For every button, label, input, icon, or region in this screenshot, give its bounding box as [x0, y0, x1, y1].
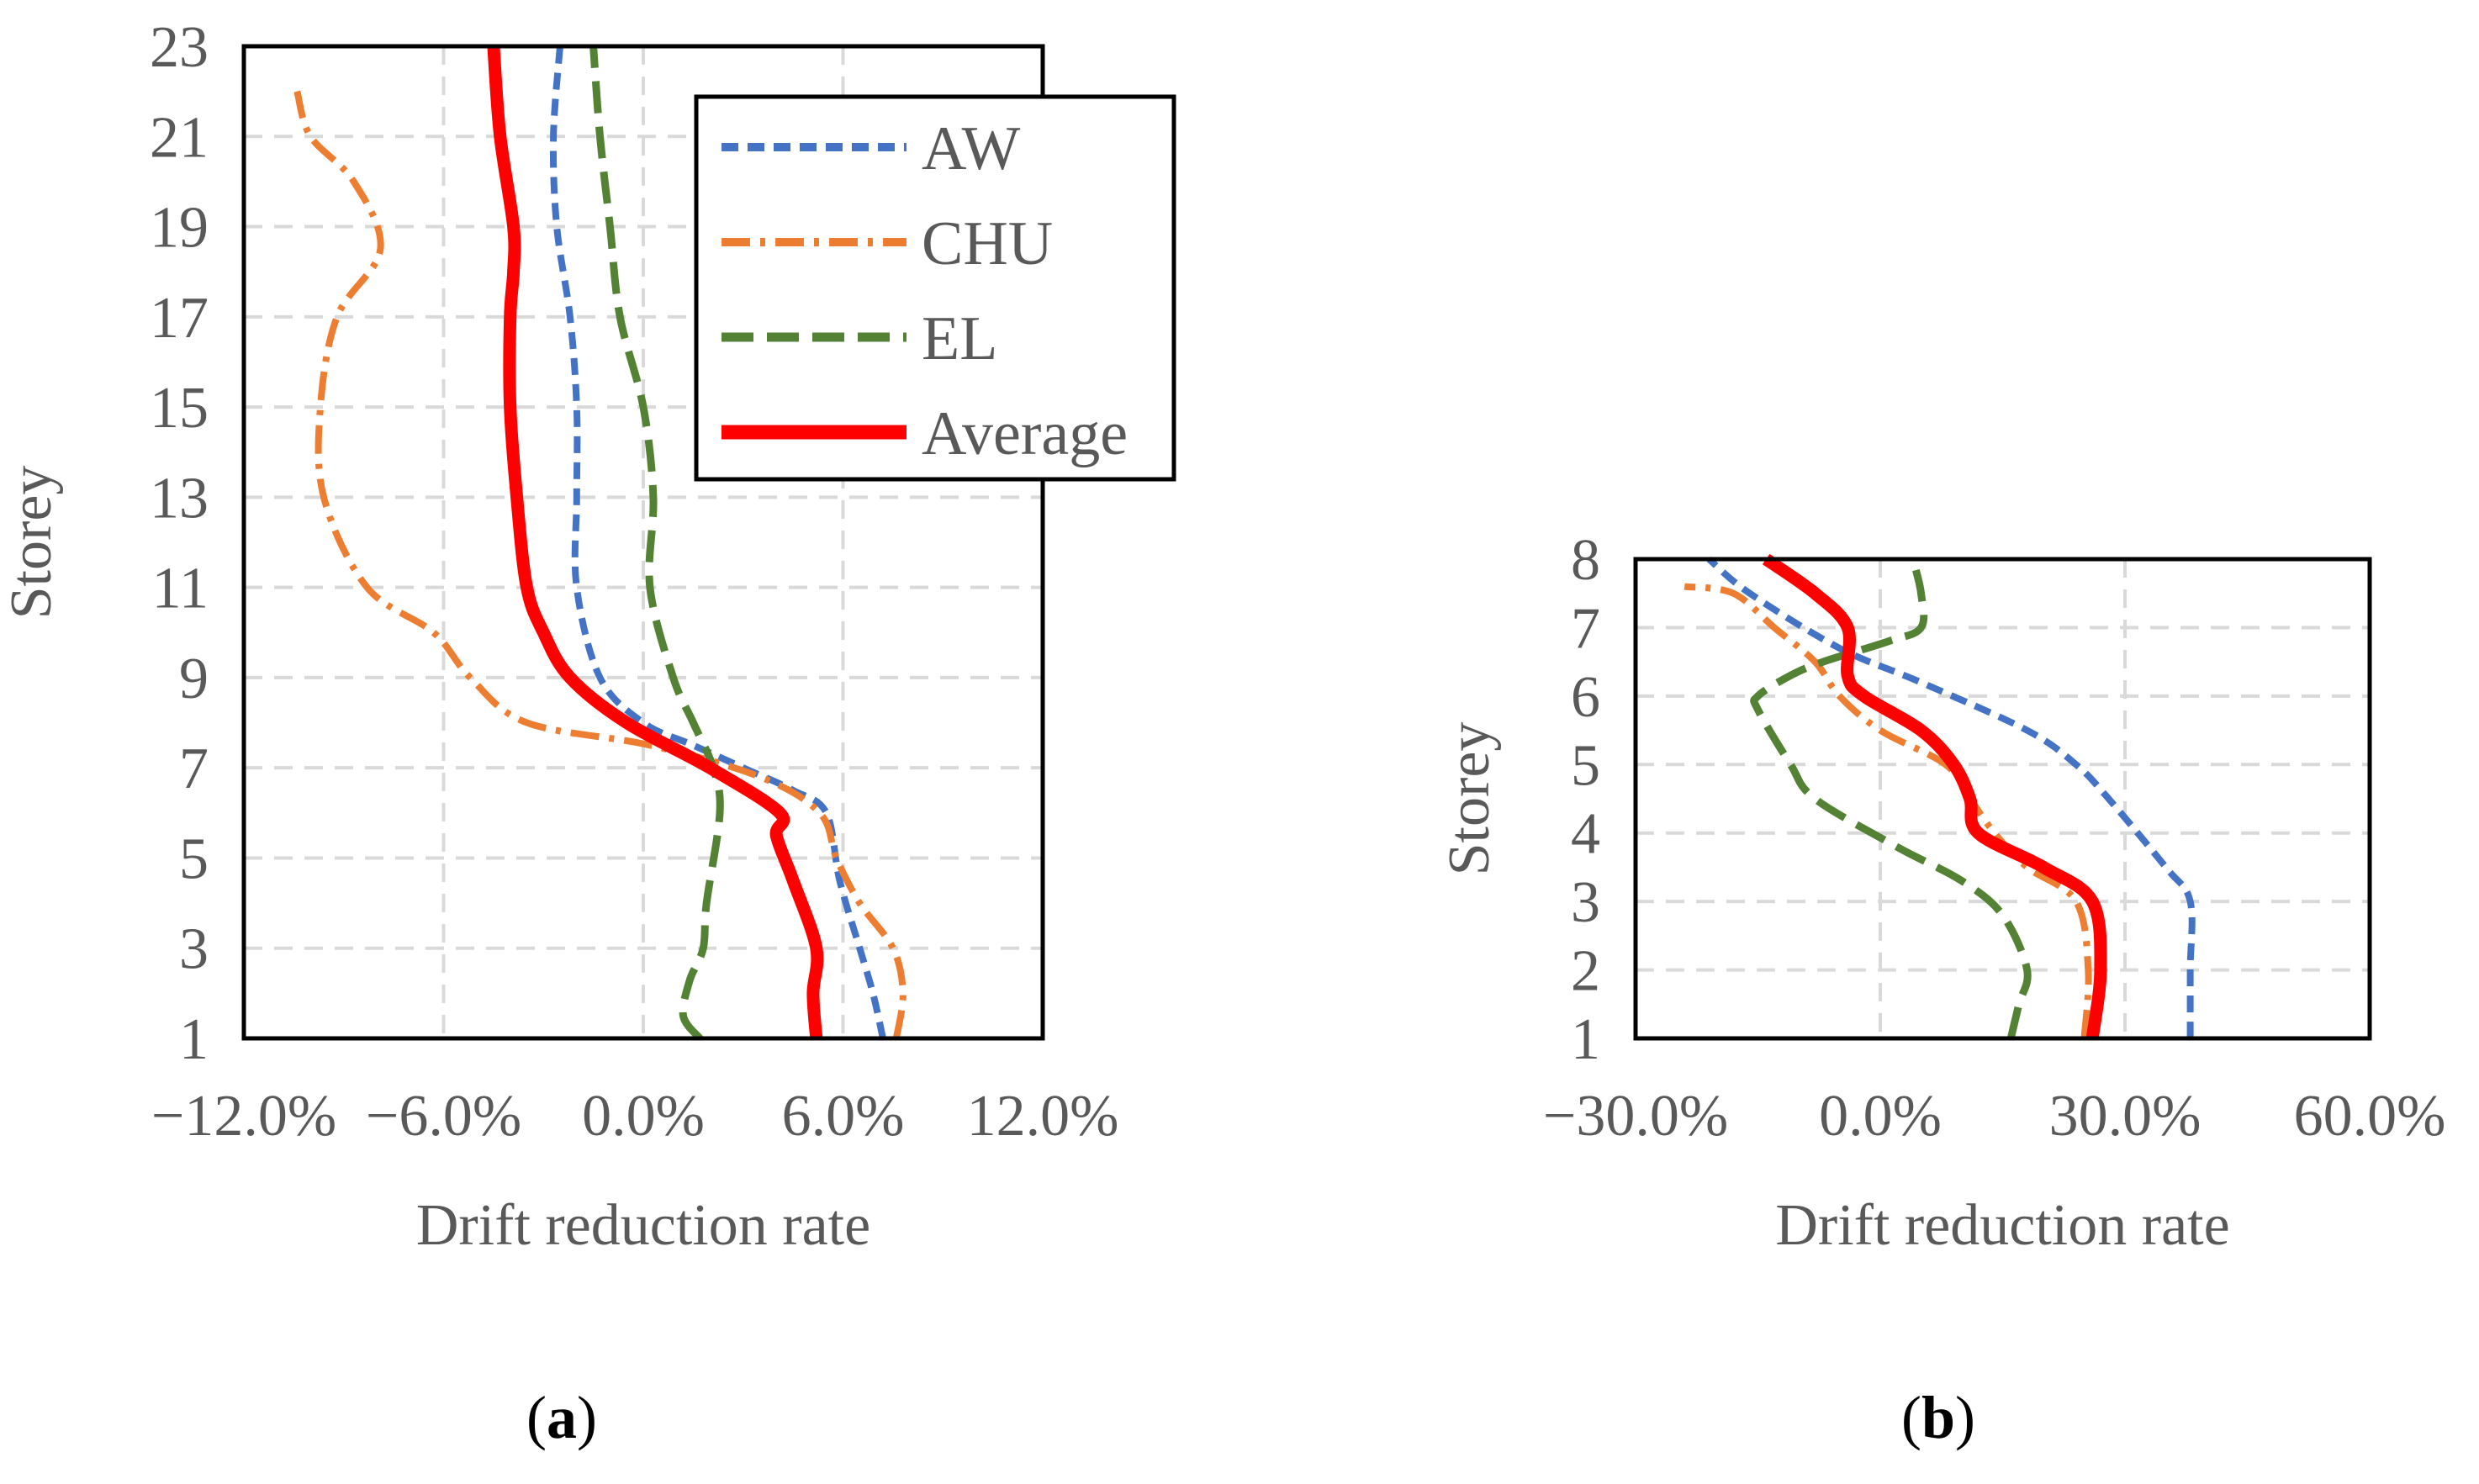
- y-tick-label: 15: [150, 376, 209, 441]
- y-tick-label: 1: [1571, 1007, 1600, 1072]
- series-line-chu: [1684, 583, 2092, 1039]
- legend-label: Average: [922, 399, 1128, 468]
- x-tick-label: 12.0%: [967, 1084, 1119, 1149]
- legend: AW CHU EL Average: [694, 94, 1176, 482]
- y-tick-label: 11: [152, 557, 209, 621]
- x-tick-label: −12.0%: [151, 1084, 336, 1149]
- series-line-average: [487, 45, 824, 1039]
- y-tick-label: 21: [150, 105, 209, 170]
- x-tick-label: 60.0%: [2294, 1084, 2446, 1149]
- y-tick-label: 9: [179, 647, 209, 711]
- series-line-chu: [293, 90, 906, 1039]
- y-tick-label: 5: [1571, 733, 1600, 798]
- y-tick-label: 8: [1571, 528, 1600, 593]
- y-tick-label: 7: [179, 737, 209, 801]
- series-line-el: [1750, 557, 2032, 1040]
- series-line-el: [589, 45, 724, 1041]
- panel-caption: (b): [1901, 1384, 1975, 1451]
- y-axis-label: Storey: [0, 466, 64, 620]
- y-tick-label: 6: [1571, 665, 1600, 730]
- y-tick-label: 23: [150, 15, 209, 80]
- panel-caption: (a): [526, 1384, 597, 1451]
- x-tick-label: 0.0%: [582, 1084, 705, 1149]
- y-tick-label: 3: [179, 917, 209, 982]
- x-tick-label: 0.0%: [1819, 1084, 1942, 1149]
- plot-frame: [241, 44, 1045, 1041]
- x-tick-label: 30.0%: [2049, 1084, 2202, 1149]
- legend-label: EL: [922, 304, 997, 373]
- plot-frame: [1633, 557, 2372, 1041]
- x-tick-label: 6.0%: [782, 1084, 905, 1149]
- x-tick-label: −6.0%: [366, 1084, 521, 1149]
- legend-label: CHU: [922, 209, 1053, 278]
- panel-caption-letter: a: [547, 1384, 577, 1451]
- y-tick-label: 7: [1571, 596, 1600, 661]
- panel-caption-letter: b: [1921, 1384, 1955, 1451]
- x-axis-label: Drift reduction rate: [416, 1193, 870, 1258]
- y-axis-label: Storey: [1437, 722, 1502, 876]
- y-tick-label: 4: [1571, 802, 1600, 867]
- y-tick-label: 17: [150, 286, 209, 351]
- y-tick-label: 2: [1571, 939, 1600, 1004]
- x-tick-label: −30.0%: [1543, 1084, 1728, 1149]
- legend-label: AW: [922, 114, 1021, 183]
- legend-box: [694, 94, 1176, 482]
- y-tick-label: 19: [150, 196, 209, 261]
- y-tick-label: 5: [179, 826, 209, 891]
- series-line-aw: [549, 45, 886, 1039]
- y-tick-label: 1: [179, 1007, 209, 1072]
- x-axis-label: Drift reduction rate: [1775, 1193, 2229, 1258]
- y-tick-label: 13: [150, 466, 209, 531]
- series-line-average: [1762, 553, 2107, 1039]
- series-line-aw: [1706, 556, 2196, 1038]
- y-tick-label: 3: [1571, 870, 1600, 935]
